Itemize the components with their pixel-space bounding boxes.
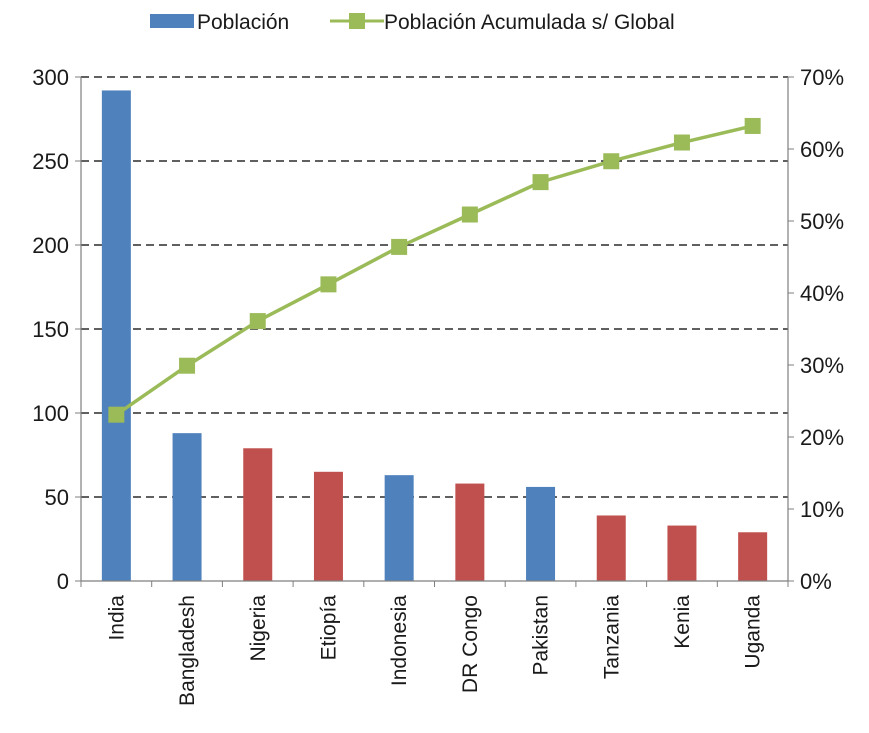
bar-bangladesh <box>172 433 202 581</box>
cumulative-line-path <box>115 124 754 417</box>
bar-kenia <box>667 525 697 581</box>
y-tick-label: 0 <box>57 569 69 594</box>
bar-pakistan <box>526 486 556 581</box>
x-tick-label: Kenia <box>671 595 694 649</box>
line-point <box>179 357 196 374</box>
y2-tick-label: 0% <box>800 569 832 594</box>
bar-indonesia <box>384 475 414 581</box>
bars <box>101 90 768 581</box>
bar-uganda <box>738 532 768 581</box>
line-point <box>461 206 478 223</box>
y-tick-label: 250 <box>32 149 69 174</box>
bar-nigeria <box>243 448 273 581</box>
bar-dr-congo <box>455 483 485 581</box>
y-tick-label: 200 <box>32 233 69 258</box>
x-tick-label: Nigeria <box>247 595 270 662</box>
x-axis-ticks: India Bangladesh Nigeria Etiopía Indonesia DR… <box>105 595 764 706</box>
x-tick-label: DR Congo <box>459 595 482 693</box>
legend-bar-swatch <box>150 14 194 28</box>
line-point <box>249 313 266 330</box>
line-point <box>603 153 620 170</box>
bar-tanzania <box>596 515 626 581</box>
legend-label-acumulada: Población Acumulada s/ Global <box>384 11 675 34</box>
x-tick-label: India <box>105 595 128 641</box>
x-tick-label: Bangladesh <box>176 595 199 706</box>
y2-tick-label: 40% <box>800 281 844 306</box>
bar-india <box>101 90 131 581</box>
cumulative-line <box>108 117 761 423</box>
y2-tick-label: 60% <box>800 137 844 162</box>
y-axis-left-ticks: 0 50 100 150 200 250 300 <box>32 65 69 594</box>
line-point <box>532 174 549 191</box>
x-tick-label: Pakistan <box>530 595 553 676</box>
y-tick-label: 100 <box>32 401 69 426</box>
y2-tick-label: 10% <box>800 497 844 522</box>
y-tick-label: 50 <box>45 485 69 510</box>
axes <box>75 76 794 587</box>
x-tick-label: Uganda <box>742 595 765 669</box>
line-point <box>320 276 337 293</box>
y-tick-label: 300 <box>32 65 69 90</box>
line-point <box>673 134 690 151</box>
legend: Población Población Acumulada s/ Global <box>150 11 675 34</box>
legend-label-poblacion: Población <box>197 11 289 34</box>
y2-tick-label: 50% <box>800 209 844 234</box>
y2-tick-label: 30% <box>800 353 844 378</box>
x-tick-label: Etiopía <box>317 595 340 661</box>
y-axis-right-ticks: 0% 10% 20% 30% 40% 50% 60% 70% <box>800 65 844 594</box>
x-tick-label: Tanzania <box>600 595 623 679</box>
bar-etiopía <box>313 471 343 581</box>
y-tick-label: 150 <box>32 317 69 342</box>
line-point <box>744 117 761 134</box>
x-tick-label: Indonesia <box>388 595 411 686</box>
legend-line-marker <box>349 13 365 29</box>
y2-tick-label: 20% <box>800 425 844 450</box>
y2-tick-label: 70% <box>800 65 844 90</box>
line-point <box>108 406 125 423</box>
line-point <box>391 238 408 255</box>
